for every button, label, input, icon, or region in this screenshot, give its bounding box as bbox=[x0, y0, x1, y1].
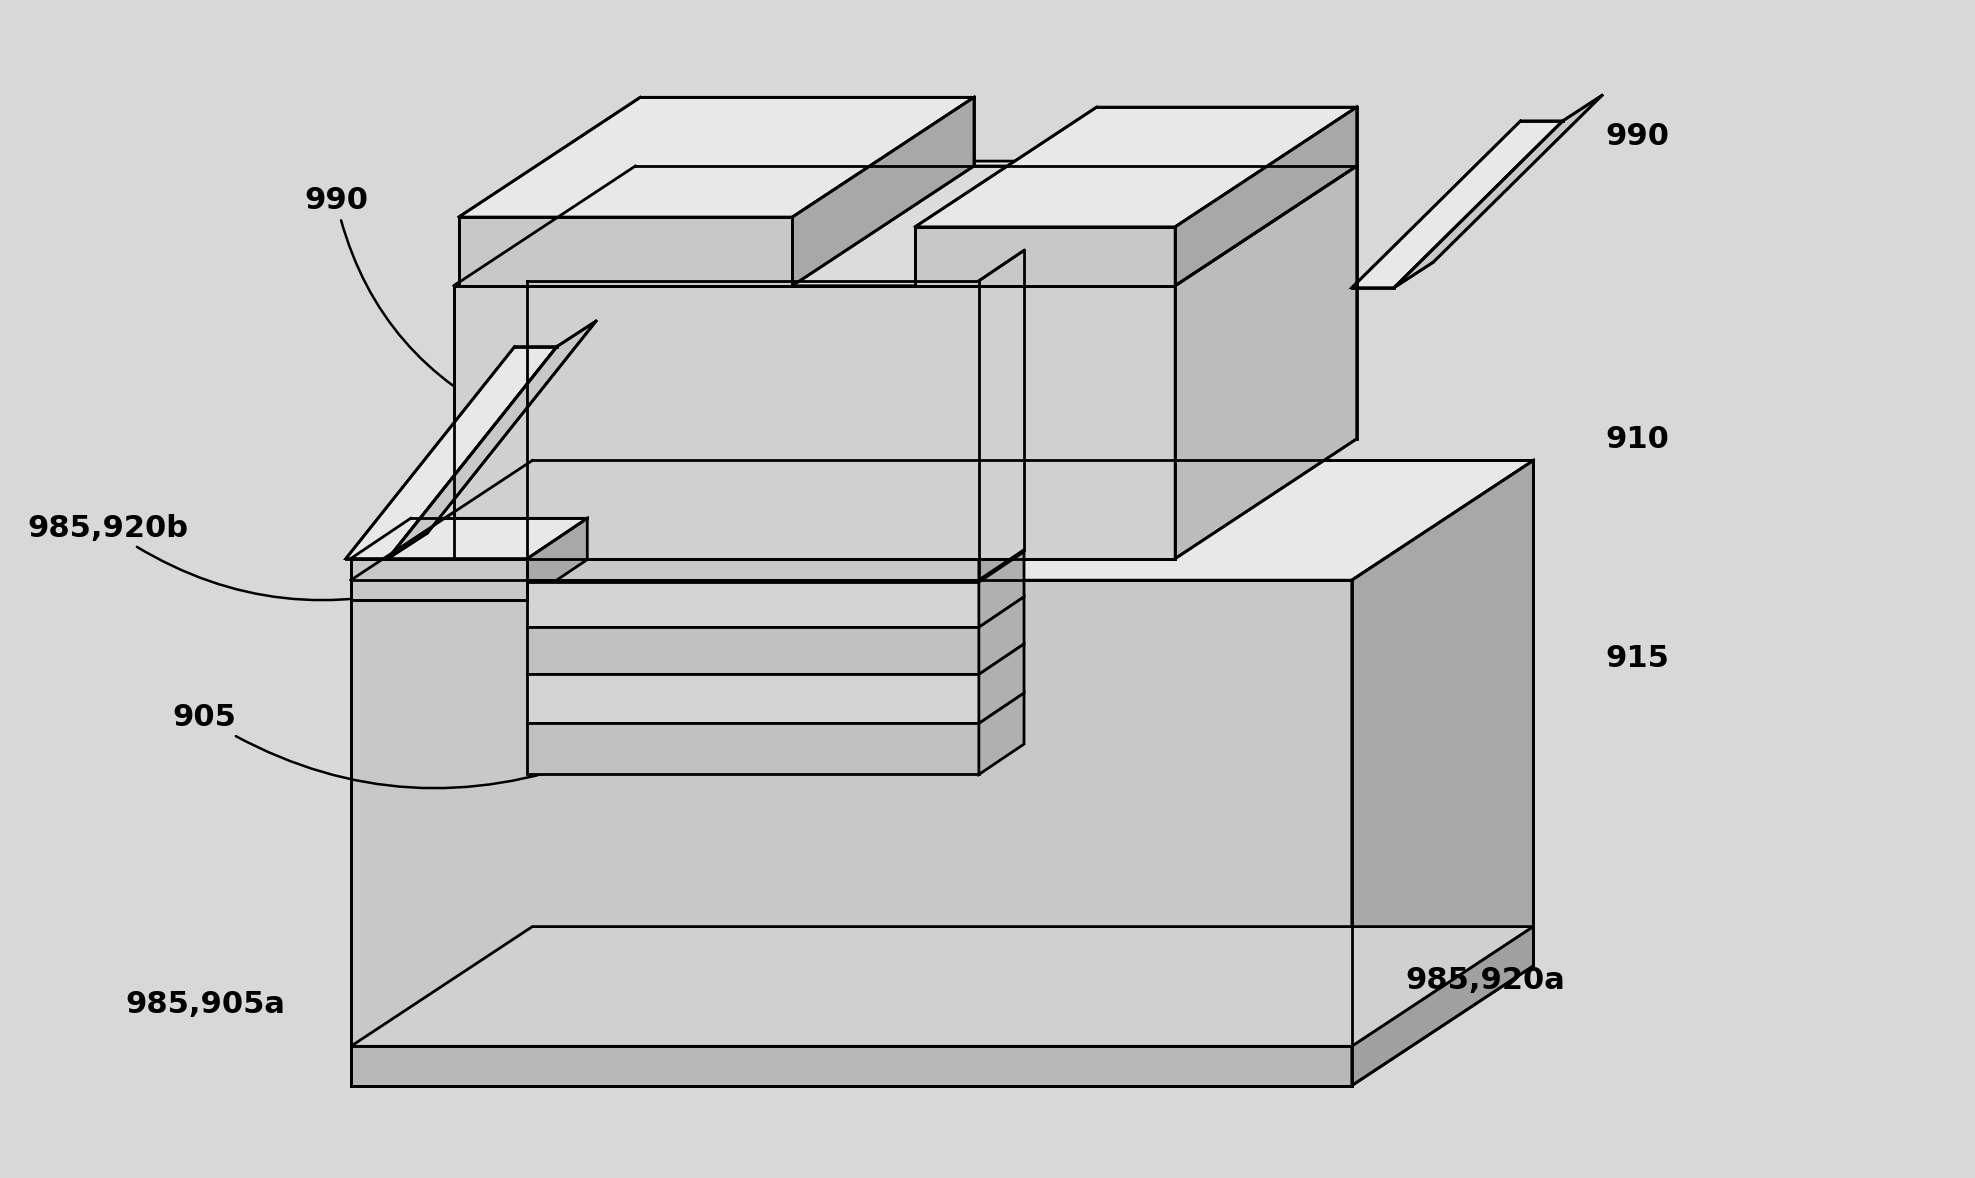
Text: 985,920b: 985,920b bbox=[28, 514, 440, 600]
Polygon shape bbox=[352, 461, 1533, 581]
Polygon shape bbox=[1351, 121, 1562, 287]
Text: 985,920a: 985,920a bbox=[1406, 966, 1566, 995]
Polygon shape bbox=[527, 723, 980, 774]
Polygon shape bbox=[792, 98, 974, 286]
Polygon shape bbox=[914, 107, 1357, 227]
Polygon shape bbox=[1351, 461, 1533, 1046]
Text: 905: 905 bbox=[172, 703, 594, 788]
Text: 910: 910 bbox=[1606, 425, 1669, 455]
Text: 985: 985 bbox=[616, 176, 749, 262]
Polygon shape bbox=[387, 322, 596, 558]
Polygon shape bbox=[1394, 95, 1602, 287]
Text: 915: 915 bbox=[1606, 644, 1669, 673]
Polygon shape bbox=[1351, 927, 1533, 1086]
Polygon shape bbox=[980, 597, 1023, 674]
Polygon shape bbox=[352, 581, 1351, 1046]
Polygon shape bbox=[1175, 107, 1357, 286]
Polygon shape bbox=[980, 644, 1023, 723]
Polygon shape bbox=[458, 98, 974, 217]
Polygon shape bbox=[352, 927, 1533, 1046]
Polygon shape bbox=[454, 286, 1175, 558]
Text: 990: 990 bbox=[1606, 123, 1669, 151]
Polygon shape bbox=[914, 227, 1175, 286]
Polygon shape bbox=[1175, 166, 1357, 558]
Polygon shape bbox=[527, 161, 1161, 280]
Text: 920: 920 bbox=[810, 229, 885, 408]
Polygon shape bbox=[527, 280, 980, 581]
Polygon shape bbox=[458, 217, 792, 286]
Polygon shape bbox=[527, 518, 587, 600]
Polygon shape bbox=[527, 582, 980, 627]
Polygon shape bbox=[527, 674, 980, 723]
Polygon shape bbox=[454, 166, 1357, 286]
Polygon shape bbox=[352, 518, 587, 558]
Text: 985,920c: 985,920c bbox=[993, 239, 1151, 267]
Polygon shape bbox=[352, 558, 527, 600]
Polygon shape bbox=[346, 346, 557, 558]
Text: 990: 990 bbox=[304, 186, 515, 422]
Polygon shape bbox=[527, 627, 980, 674]
Polygon shape bbox=[980, 693, 1023, 774]
Text: 985,905a: 985,905a bbox=[124, 990, 284, 1019]
Polygon shape bbox=[980, 161, 1161, 581]
Polygon shape bbox=[980, 551, 1023, 627]
Polygon shape bbox=[352, 1046, 1351, 1086]
